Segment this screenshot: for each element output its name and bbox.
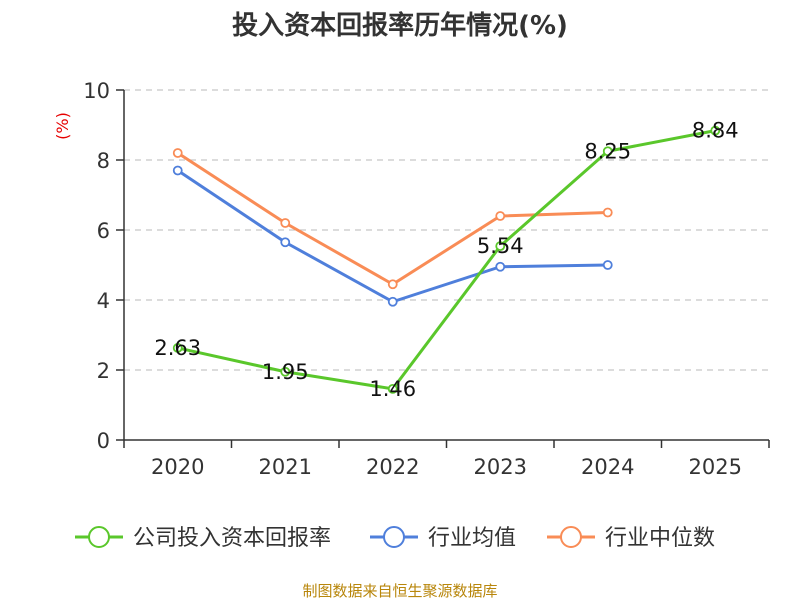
x-tick-label: 2020 — [151, 455, 204, 479]
legend-item: 公司投入资本回报率 — [75, 526, 331, 551]
y-tick-label: 0 — [97, 429, 110, 453]
legend-marker — [88, 526, 110, 548]
data-point — [280, 237, 291, 248]
series-line — [177, 129, 716, 391]
data-label: 8.25 — [584, 139, 631, 163]
x-tick-label: 2024 — [581, 455, 634, 479]
y-tick-label: 10 — [83, 79, 110, 103]
legend: 公司投入资本回报率 行业均值 行业中位数 — [75, 526, 715, 551]
y-tick-label: 2 — [97, 359, 110, 383]
legend-item: 行业均值 — [370, 526, 516, 551]
legend-marker — [560, 526, 582, 548]
source-note: 制图数据来自恒生聚源数据库 — [302, 582, 497, 600]
data-point — [387, 296, 398, 307]
legend-label: 行业中位数 — [605, 526, 715, 551]
data-point — [602, 207, 613, 218]
data-point — [387, 279, 398, 290]
chart-title: 投入资本回报率历年情况(%) — [232, 10, 568, 41]
data-point — [710, 125, 721, 136]
legend-item: 行业中位数 — [547, 526, 715, 551]
y-tick-label: 4 — [97, 289, 110, 313]
y-tick-label: 8 — [97, 149, 110, 173]
data-point — [602, 146, 613, 157]
axes: 0 2 4 6 8 10 2020 2021 2022 2023 2024 2025 — [83, 79, 770, 479]
series-0 — [172, 125, 721, 394]
data-point — [172, 165, 183, 176]
grid-lines — [124, 89, 769, 371]
data-label: 1.46 — [369, 377, 416, 401]
data-point — [495, 241, 506, 252]
data-labels: 2.63 1.95 1.46 5.54 8.25 8.84 — [154, 119, 738, 401]
data-point — [172, 148, 183, 158]
data-point — [172, 343, 183, 353]
data-point — [495, 211, 506, 221]
x-tick-label: 2023 — [474, 455, 527, 479]
data-point — [495, 261, 506, 272]
series-layer — [172, 125, 721, 394]
data-label: 5.54 — [477, 234, 524, 258]
data-point — [280, 218, 291, 228]
data-point — [280, 366, 291, 377]
y-axis-unit: (%) — [53, 112, 72, 140]
series-1 — [172, 165, 613, 307]
data-label: 2.63 — [154, 336, 201, 360]
x-tick-label: 2025 — [689, 455, 742, 479]
data-label: 8.84 — [692, 119, 739, 143]
data-label: 1.95 — [262, 360, 309, 384]
x-tick-label: 2022 — [366, 455, 419, 479]
x-tick-label: 2021 — [259, 455, 312, 479]
data-point — [387, 383, 398, 394]
legend-marker — [383, 526, 405, 548]
data-point — [602, 260, 613, 270]
legend-label: 公司投入资本回报率 — [133, 526, 331, 551]
legend-label: 行业均值 — [428, 526, 516, 551]
y-tick-label: 6 — [97, 219, 110, 243]
